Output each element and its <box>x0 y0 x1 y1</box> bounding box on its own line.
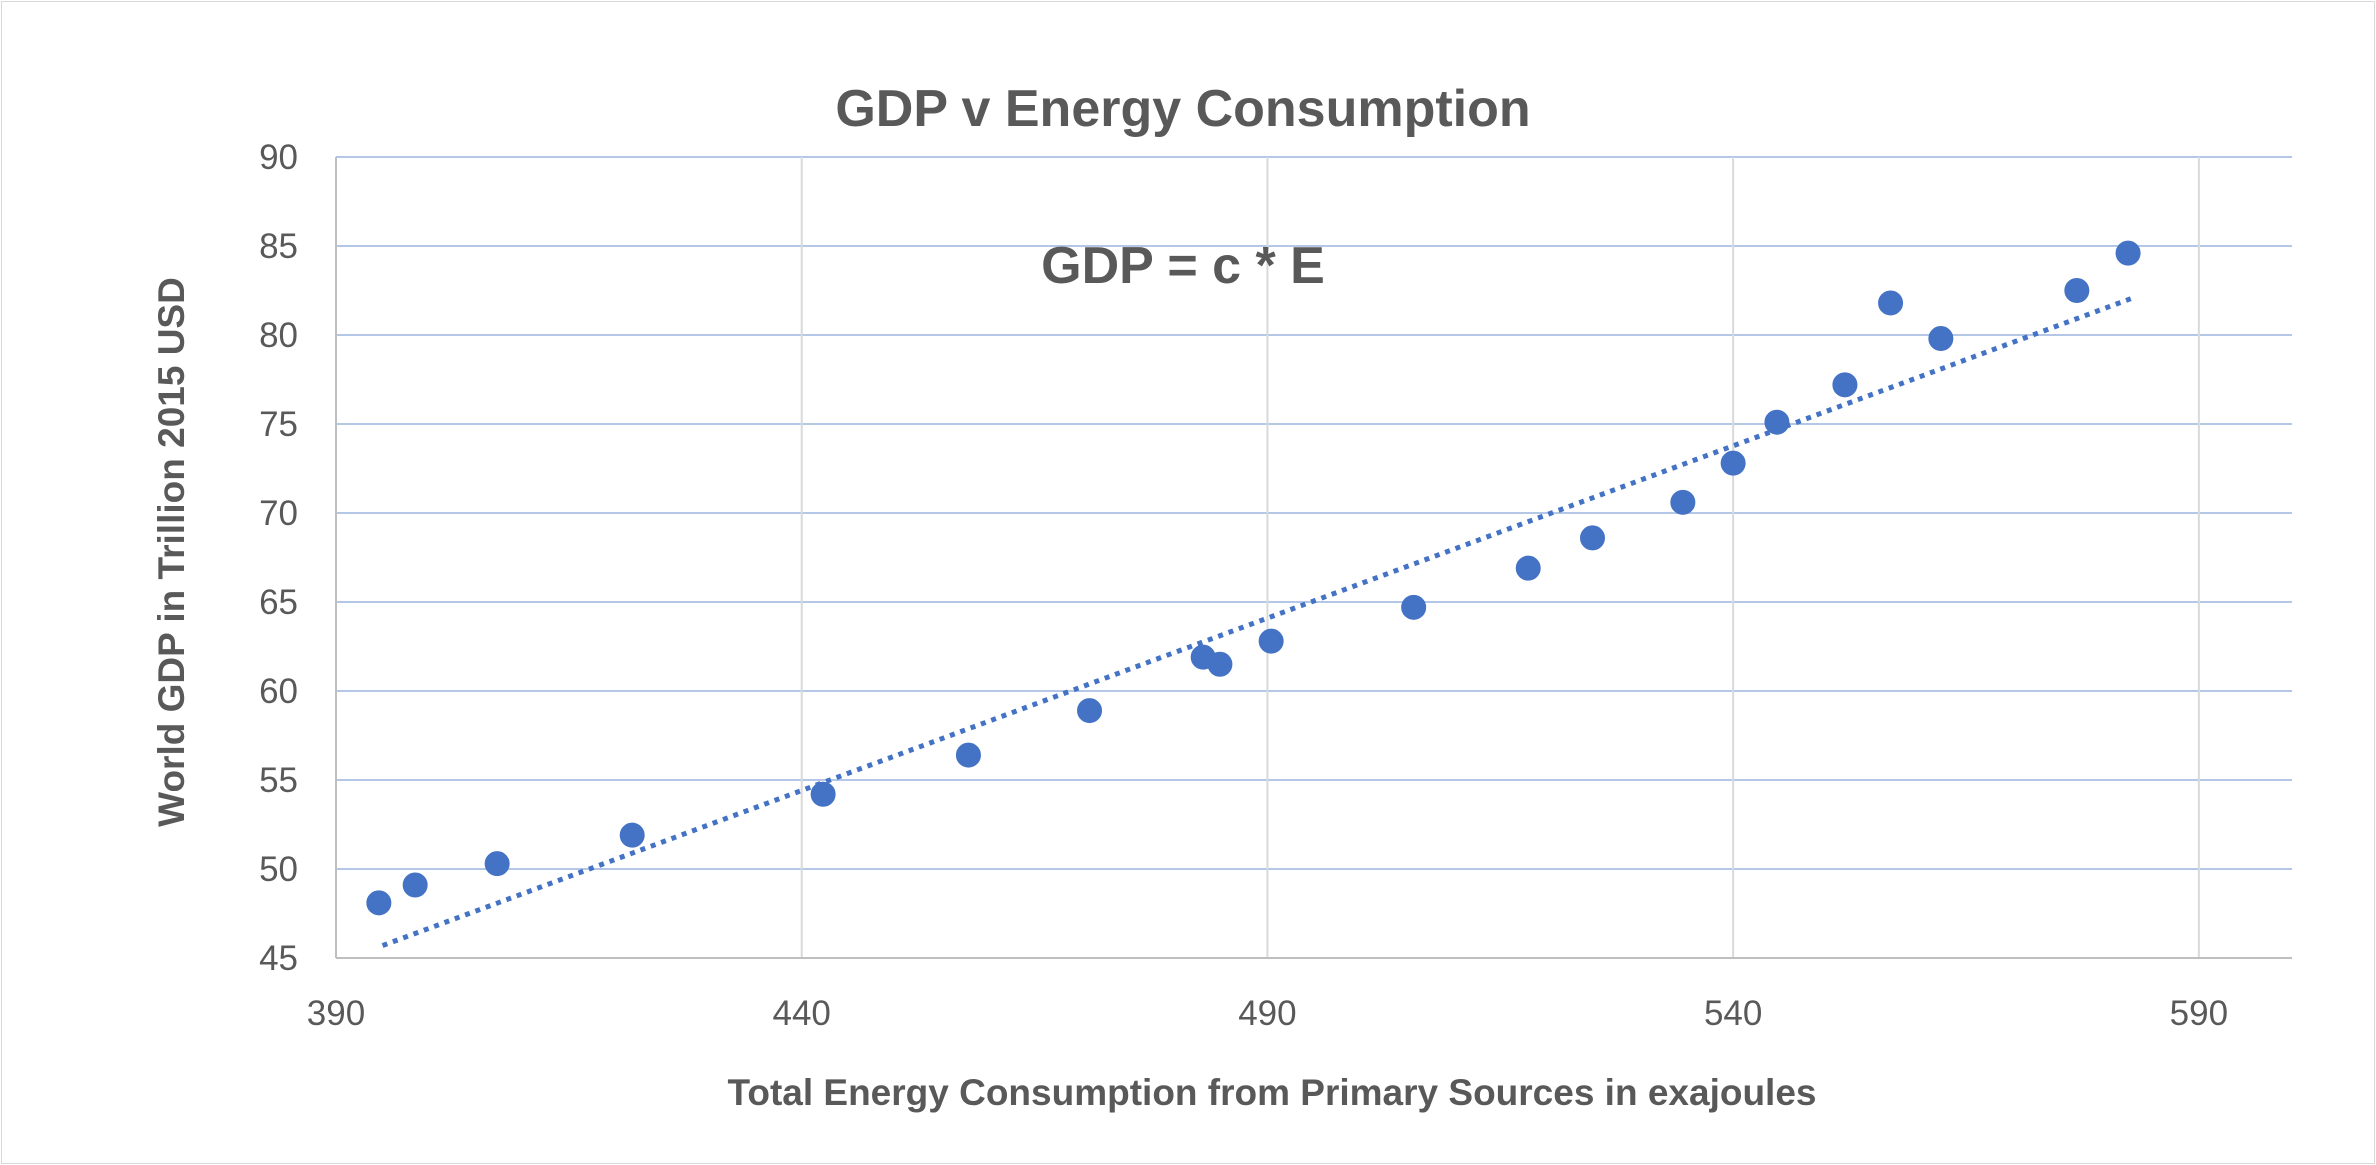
data-point <box>484 851 510 877</box>
axes <box>335 157 2292 959</box>
data-point <box>1579 525 1605 551</box>
data-point <box>2115 240 2141 266</box>
y-tick-label: 55 <box>259 761 298 800</box>
data-point <box>955 742 981 768</box>
data-point <box>1258 628 1284 654</box>
linear-trendline <box>381 295 2135 948</box>
data-point <box>1878 290 1904 316</box>
data-point <box>810 781 836 807</box>
y-tick-label: 65 <box>259 583 298 622</box>
y-tick-label: 75 <box>259 405 298 444</box>
y-axis-title: World GDP in Trillion 2015 USD <box>151 277 192 827</box>
y-tick-label: 45 <box>259 939 298 978</box>
y-tick-label: 50 <box>259 850 298 889</box>
y-tick-label: 85 <box>259 227 298 266</box>
data-point <box>2064 278 2090 303</box>
data-point <box>402 872 428 898</box>
tick-labels: 45 50 55 60 65 70 75 80 85 90 390 440 490 540 590 <box>259 138 2228 1033</box>
chart-title: GDP v Energy Consumption <box>835 80 1530 138</box>
data-point <box>1077 698 1103 724</box>
x-tick-label: 390 <box>307 994 365 1033</box>
x-tick-label: 540 <box>1704 994 1762 1033</box>
data-point <box>1928 326 1954 352</box>
y-tick-label: 70 <box>259 494 298 533</box>
trendline-group <box>381 295 2135 948</box>
data-point <box>1401 594 1427 620</box>
x-tick-label: 590 <box>2170 994 2228 1033</box>
y-tick-label: 90 <box>259 138 298 177</box>
data-point <box>1764 409 1790 435</box>
x-tick-label: 490 <box>1238 994 1296 1033</box>
x-axis-title: Total Energy Consumption from Primary So… <box>727 1072 1816 1113</box>
data-point <box>619 822 645 848</box>
y-tick-label: 80 <box>259 316 298 355</box>
data-points <box>366 240 2141 916</box>
equation-annotation: GDP = c * E <box>1041 237 1325 295</box>
data-point <box>366 890 392 916</box>
data-point <box>1832 372 1858 398</box>
y-tick-label: 60 <box>259 672 298 711</box>
data-point <box>1515 555 1541 581</box>
data-point <box>1670 489 1696 515</box>
x-tick-label: 440 <box>773 994 831 1033</box>
data-point <box>1720 450 1746 476</box>
gridlines <box>336 156 2292 958</box>
data-point <box>1207 651 1233 677</box>
